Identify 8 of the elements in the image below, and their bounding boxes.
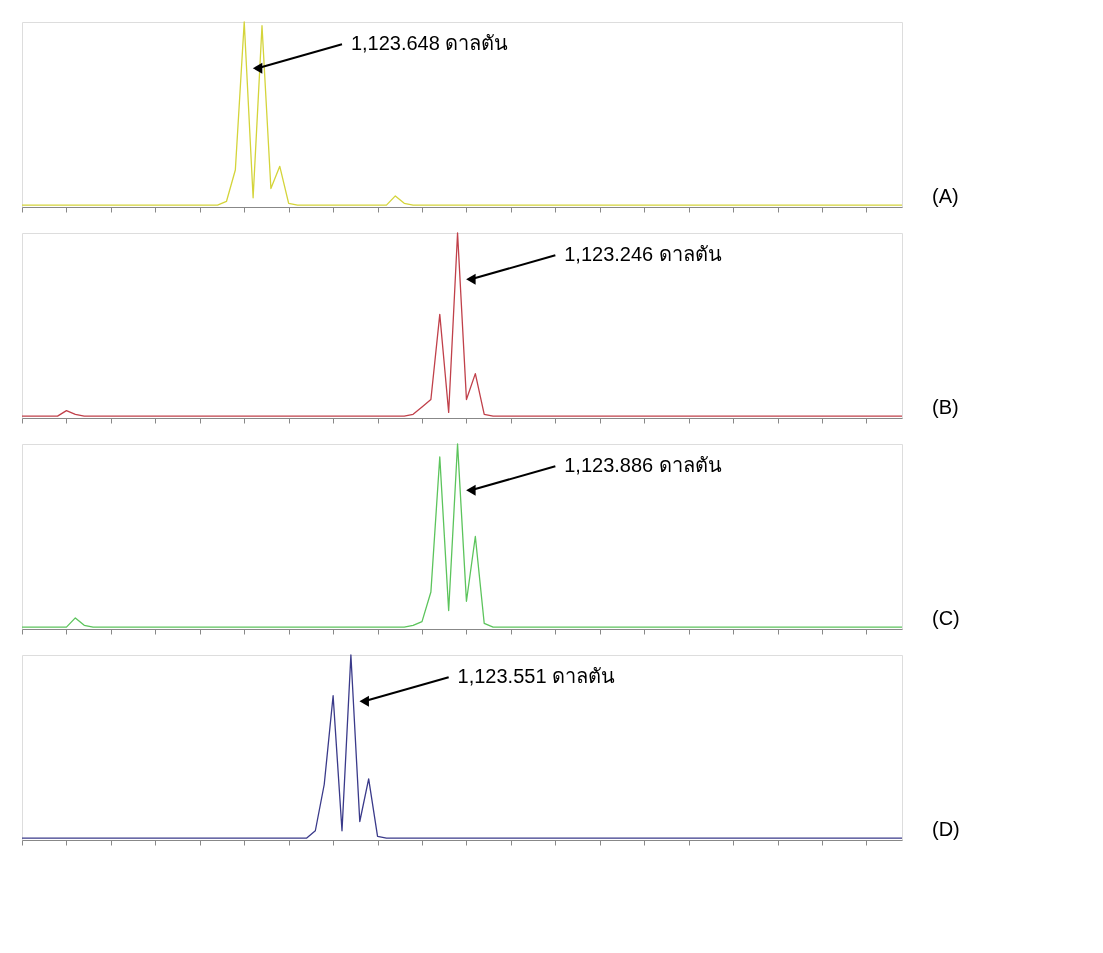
text: (A): [932, 185, 959, 207]
text: (B): [932, 396, 959, 418]
text: (D): [932, 818, 960, 840]
annotation: 1,123.246 ดาลตัน: [564, 243, 722, 266]
annotation: 1,123.551 ดาลตัน: [457, 665, 616, 688]
annotation: 1,123.886 ดาลตัน: [564, 454, 722, 477]
annotation: 1,123.648 ดาลตัน: [350, 32, 509, 55]
text: (C): [932, 607, 960, 629]
